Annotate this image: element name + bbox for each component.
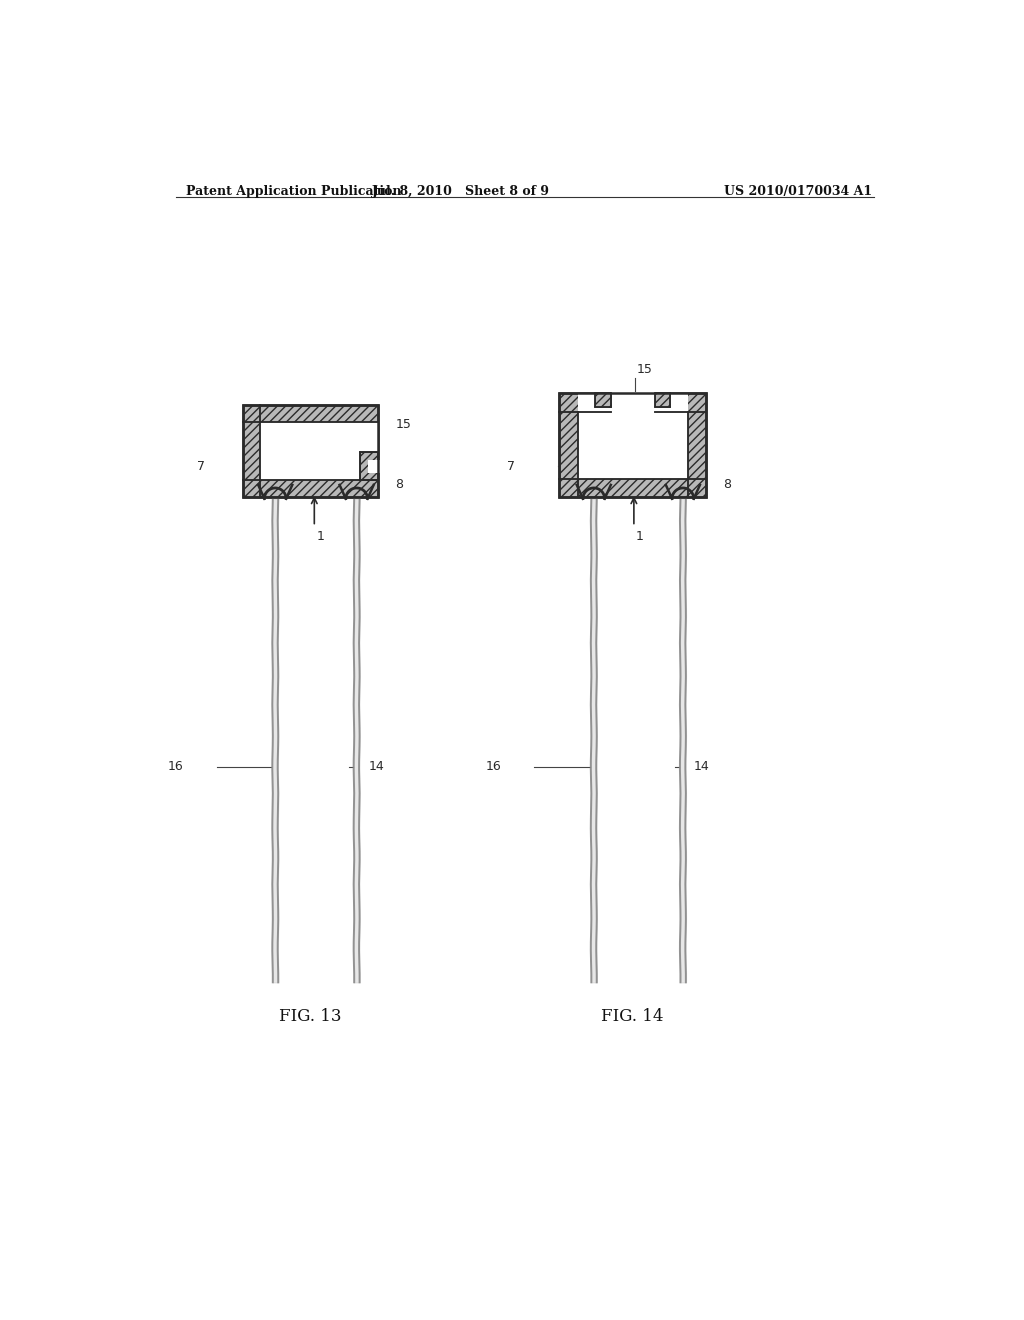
Bar: [359, 453, 378, 480]
Text: 16: 16: [485, 760, 502, 774]
Text: 7: 7: [508, 459, 515, 473]
Bar: [559, 393, 707, 498]
Bar: [654, 393, 671, 407]
Bar: [595, 393, 610, 407]
Bar: [368, 459, 380, 473]
Bar: [559, 393, 707, 498]
Text: 1: 1: [636, 529, 644, 543]
Text: 14: 14: [369, 760, 384, 774]
Bar: [595, 393, 610, 407]
Text: 8: 8: [723, 478, 731, 491]
Text: 15: 15: [395, 417, 412, 430]
Text: 15: 15: [636, 363, 652, 376]
Text: 14: 14: [693, 760, 710, 774]
Bar: [260, 422, 378, 480]
Bar: [243, 405, 378, 498]
Bar: [654, 393, 671, 407]
Text: US 2010/0170034 A1: US 2010/0170034 A1: [724, 185, 872, 198]
Text: 1: 1: [316, 529, 325, 543]
Text: FIG. 13: FIG. 13: [280, 1007, 342, 1024]
Text: 8: 8: [395, 478, 403, 491]
Bar: [559, 393, 707, 498]
Bar: [243, 405, 378, 498]
Text: Patent Application Publication: Patent Application Publication: [186, 185, 401, 198]
Text: FIG. 14: FIG. 14: [601, 1007, 664, 1024]
Bar: [243, 405, 378, 498]
Bar: [359, 453, 378, 480]
Text: 16: 16: [168, 760, 183, 774]
Bar: [610, 392, 654, 412]
Text: 7: 7: [198, 459, 206, 473]
Text: Jul. 8, 2010   Sheet 8 of 9: Jul. 8, 2010 Sheet 8 of 9: [373, 185, 550, 198]
Bar: [578, 393, 687, 479]
